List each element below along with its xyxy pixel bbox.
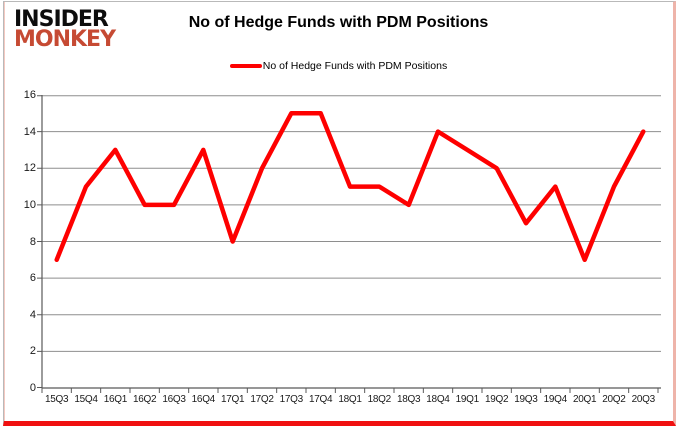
plot-area <box>37 95 661 393</box>
x-axis-tick-label: 20Q1 <box>572 394 597 405</box>
x-axis-tick-label: 19Q2 <box>484 394 509 405</box>
logo-text-insider: INSIDER <box>14 7 109 32</box>
x-axis-tick-label: 15Q4 <box>74 394 98 405</box>
y-axis-labels: 0 2 4 6 8 10 12 14 16 <box>4 89 36 394</box>
y-axis-tick-label: 10 <box>23 198 36 211</box>
y-axis-tick-label: 14 <box>23 125 36 138</box>
insider-monkey-logo: INSIDER MONKEY <box>14 7 116 53</box>
x-axis-tick-label: 16Q4 <box>191 394 216 405</box>
chart-title: No of Hedge Funds with PDM Positions <box>188 14 489 31</box>
x-axis-tick-label: 17Q1 <box>221 394 245 405</box>
chart-legend: No of Hedge Funds with PDM Positions <box>4 60 673 72</box>
x-axis-tick-label: 17Q3 <box>279 394 304 405</box>
x-axis-tick-label: 18Q1 <box>338 394 362 405</box>
y-axis-tick-label: 8 <box>29 235 36 248</box>
legend-label: No of Hedge Funds with PDM Positions <box>262 60 448 72</box>
data-line-hedge-funds <box>54 111 646 263</box>
x-axis-tick-label: 16Q2 <box>133 394 157 405</box>
x-axis-tick-label: 20Q3 <box>631 394 656 405</box>
x-axis-tick-label: 20Q2 <box>602 394 626 405</box>
x-axis-tick-label: 19Q3 <box>514 394 538 405</box>
x-axis-tick-label: 18Q3 <box>396 394 421 405</box>
x-axis-tick-label: 17Q4 <box>308 394 333 405</box>
x-axis-labels: 15Q3 15Q4 16Q1 16Q2 16Q3 16Q4 17Q1 17Q2 17Q3 17Q4… <box>42 394 658 405</box>
y-axis-tick-label: 0 <box>29 382 36 394</box>
legend-line-swatch-icon <box>229 64 262 68</box>
y-axis-tick-label: 6 <box>29 272 36 285</box>
x-axis-tick-label: 17Q2 <box>250 394 274 405</box>
logo-text-monkey: MONKEY <box>14 27 116 53</box>
x-axis-tick-label: 16Q1 <box>103 394 128 405</box>
y-axis-tick-label: 4 <box>29 308 36 321</box>
x-axis-tick-label: 16Q3 <box>162 394 186 405</box>
x-axis-tick-label: 19Q1 <box>455 394 480 405</box>
x-axis-tick-label: 19Q4 <box>543 394 568 405</box>
y-axis-tick-label: 12 <box>23 162 36 175</box>
y-axis-tick-label: 16 <box>23 89 36 101</box>
x-axis-tick-label: 15Q3 <box>45 394 69 405</box>
chart-frame: INSIDER MONKEY No of Hedge Funds with PD… <box>3 1 676 426</box>
x-axis-tick-label: 18Q2 <box>367 394 392 405</box>
y-axis-tick-label: 2 <box>29 345 36 358</box>
x-axis-tick-label: 18Q4 <box>426 394 450 405</box>
